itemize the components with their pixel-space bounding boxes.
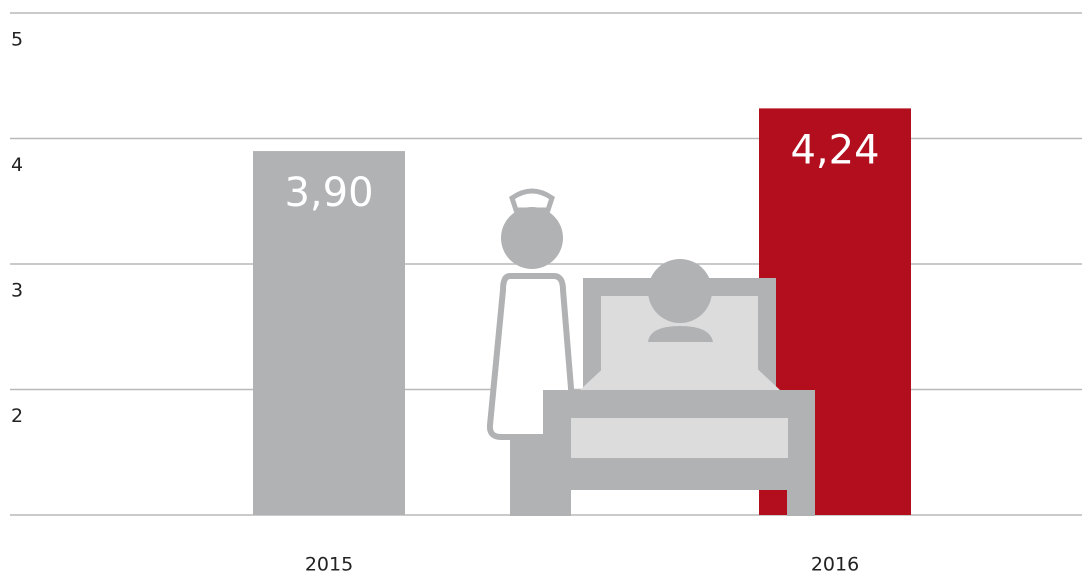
y-tick-label: 4 — [11, 154, 23, 176]
bars — [253, 108, 911, 516]
y-tick-label: 3 — [11, 280, 23, 302]
x-tick-label: 2016 — [811, 554, 859, 576]
y-tick-label: 2 — [11, 405, 23, 427]
bar — [253, 151, 405, 516]
x-tick-label: 2015 — [305, 554, 353, 576]
value-label: 3,90 — [284, 170, 373, 216]
y-tick-label: 5 — [11, 29, 23, 51]
value-label: 4,24 — [790, 127, 879, 173]
labels: 2015 3,90 2016 4,24 — [284, 127, 879, 575]
nurse-and-bed-illustration — [486, 188, 815, 516]
